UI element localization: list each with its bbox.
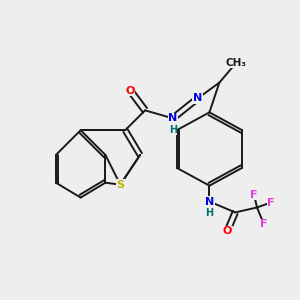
Text: H: H [206, 208, 214, 218]
Text: F: F [260, 219, 268, 229]
Text: O: O [223, 226, 232, 236]
Text: S: S [116, 180, 124, 190]
Text: N: N [205, 196, 214, 206]
Text: N: N [193, 94, 202, 103]
Text: N: N [168, 113, 177, 123]
Text: H: H [169, 125, 177, 135]
Text: O: O [125, 85, 135, 96]
Text: F: F [250, 190, 258, 200]
Text: F: F [267, 197, 274, 208]
Text: CH₃: CH₃ [226, 58, 247, 68]
